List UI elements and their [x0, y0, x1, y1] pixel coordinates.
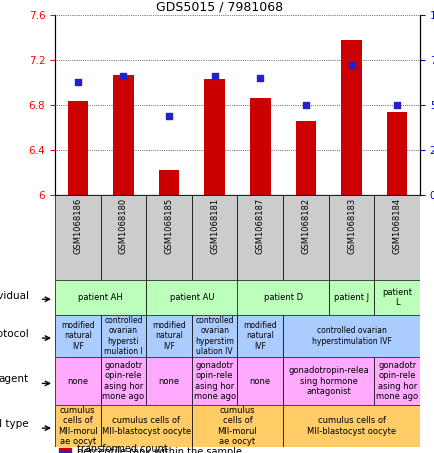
Bar	[55, 405, 100, 447]
Bar	[55, 280, 146, 315]
Text: GSM1068183: GSM1068183	[346, 198, 355, 254]
Bar	[191, 357, 237, 405]
Bar	[146, 280, 237, 315]
Bar	[328, 195, 374, 280]
Text: modified
natural
IVF: modified natural IVF	[152, 321, 185, 351]
Title: GDS5015 / 7981068: GDS5015 / 7981068	[155, 1, 282, 14]
Bar	[237, 195, 283, 280]
Bar	[204, 79, 224, 195]
Bar	[55, 195, 100, 280]
Text: GSM1068187: GSM1068187	[255, 198, 264, 254]
Text: none: none	[67, 376, 88, 386]
Bar	[100, 195, 146, 280]
Bar	[55, 315, 100, 357]
Bar	[191, 405, 283, 447]
Bar	[100, 357, 146, 405]
Point	[393, 101, 400, 109]
Text: cumulus cells of
MII-blastocyst oocyte: cumulus cells of MII-blastocyst oocyte	[102, 416, 191, 436]
Text: GSM1068185: GSM1068185	[164, 198, 173, 254]
Bar	[283, 405, 419, 447]
Bar	[146, 315, 191, 357]
Bar	[100, 405, 191, 447]
Point	[211, 72, 218, 80]
Bar	[55, 357, 100, 405]
Bar	[374, 280, 419, 315]
Text: cumulus cells of
MII-blastocyst oocyte: cumulus cells of MII-blastocyst oocyte	[306, 416, 395, 436]
Text: patient
L: patient L	[381, 288, 411, 307]
Bar	[295, 121, 316, 195]
Bar	[341, 40, 361, 195]
Text: patient J: patient J	[333, 293, 368, 302]
Point	[74, 78, 81, 85]
Text: patient D: patient D	[263, 293, 302, 302]
Bar	[283, 195, 328, 280]
Point	[120, 72, 127, 80]
Text: none: none	[249, 376, 270, 386]
Text: cumulus
cells of
MII-morul
ae oocyt: cumulus cells of MII-morul ae oocyt	[217, 406, 257, 446]
Text: GSM1068184: GSM1068184	[392, 198, 401, 254]
Bar	[237, 357, 283, 405]
Text: agent: agent	[0, 374, 29, 384]
Bar	[191, 195, 237, 280]
Text: GSM1068180: GSM1068180	[118, 198, 128, 254]
Text: GSM1068181: GSM1068181	[210, 198, 219, 254]
Text: protocol: protocol	[0, 329, 29, 339]
Text: gonadotropin-relea
sing hormone
antagonist: gonadotropin-relea sing hormone antagoni…	[288, 366, 368, 396]
Text: none: none	[158, 376, 179, 386]
Point	[347, 62, 354, 69]
Bar	[374, 195, 419, 280]
Bar	[146, 357, 191, 405]
Text: controlled
ovarian
hyperstim
ulation IV: controlled ovarian hyperstim ulation IV	[195, 316, 233, 356]
Bar	[113, 75, 133, 195]
Bar	[59, 451, 71, 453]
Bar	[67, 101, 88, 195]
Text: modified
natural
IVF: modified natural IVF	[61, 321, 95, 351]
Bar	[283, 315, 419, 357]
Bar	[158, 170, 179, 195]
Text: transformed count: transformed count	[77, 443, 167, 453]
Bar	[328, 280, 374, 315]
Text: gonadotr
opin-rele
asing hor
mone ago: gonadotr opin-rele asing hor mone ago	[102, 361, 144, 401]
Text: controlled ovarian
hyperstimulation IVF: controlled ovarian hyperstimulation IVF	[311, 326, 391, 346]
Bar	[59, 448, 71, 450]
Point	[302, 101, 309, 109]
Bar	[250, 98, 270, 195]
Text: modified
natural
IVF: modified natural IVF	[243, 321, 276, 351]
Text: GSM1068186: GSM1068186	[73, 198, 82, 254]
Bar	[237, 315, 283, 357]
Text: controlled
ovarian
hypersti
mulation I: controlled ovarian hypersti mulation I	[104, 316, 142, 356]
Bar	[374, 357, 419, 405]
Text: gonadotr
opin-rele
asing hor
mone ago: gonadotr opin-rele asing hor mone ago	[375, 361, 417, 401]
Text: GSM1068182: GSM1068182	[301, 198, 310, 254]
Text: individual: individual	[0, 291, 29, 301]
Text: patient AU: patient AU	[169, 293, 214, 302]
Point	[256, 74, 263, 82]
Text: patient AH: patient AH	[78, 293, 123, 302]
Text: gonadotr
opin-rele
asing hor
mone ago: gonadotr opin-rele asing hor mone ago	[193, 361, 235, 401]
Bar	[386, 112, 407, 195]
Text: percentile rank within the sample: percentile rank within the sample	[77, 447, 241, 453]
Point	[165, 112, 172, 120]
Text: cumulus
cells of
MII-morul
ae oocyt: cumulus cells of MII-morul ae oocyt	[58, 406, 98, 446]
Bar	[146, 195, 191, 280]
Bar	[191, 315, 237, 357]
Bar	[283, 357, 374, 405]
Bar	[237, 280, 328, 315]
Text: cell type: cell type	[0, 419, 29, 429]
Bar	[100, 315, 146, 357]
